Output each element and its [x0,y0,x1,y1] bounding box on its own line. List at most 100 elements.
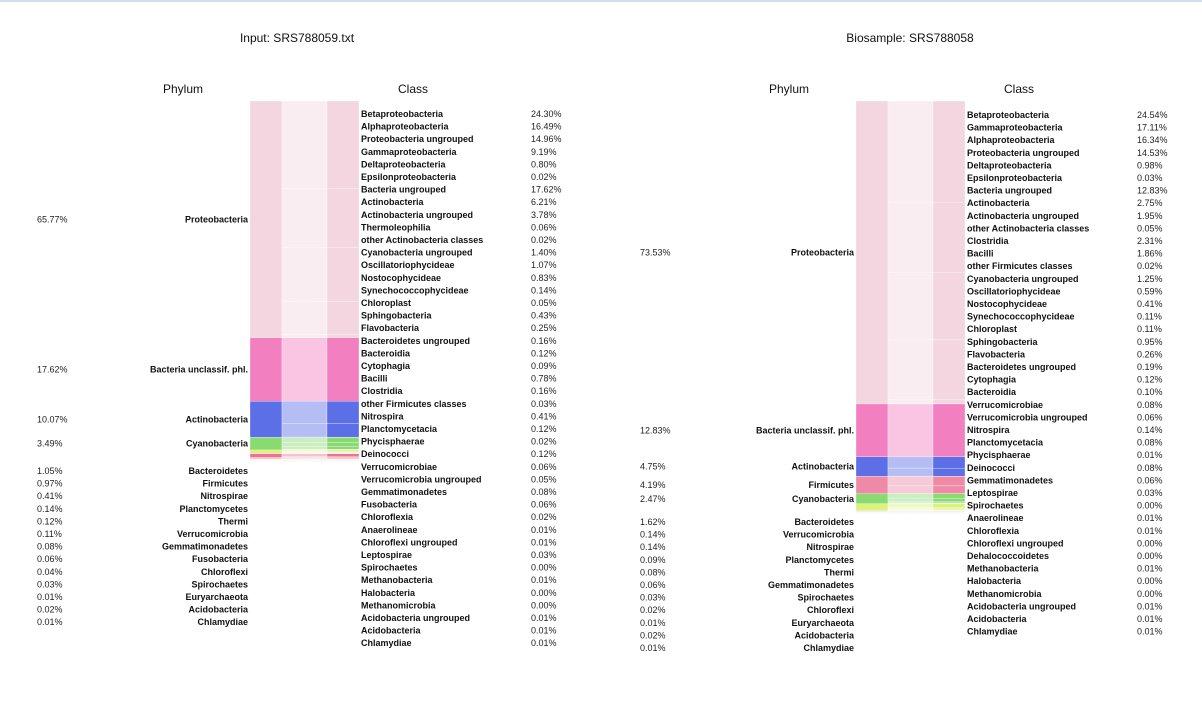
class-label-20: Cytophagia [361,361,411,371]
class-label-29: Gemmatimonadetes [967,475,1053,485]
class-label-32: Anaerolineae [967,513,1024,523]
phylum-pct-15: 0.02% [37,605,63,615]
class-label-15: Chloroplast [361,298,411,308]
phylum-pct-8: 0.12% [37,516,63,526]
class-pct-26: 0.08% [1137,438,1163,448]
class-pct-10: 2.31% [1137,236,1163,246]
flow-band-11 [281,437,328,443]
class-pct-6: 12.83% [1137,186,1168,196]
class-pct-15: 0.05% [531,298,557,308]
class-pct-17: 0.11% [1137,324,1162,334]
class-label-28: Deinococci [967,463,1015,473]
flow-band-2 [281,247,328,302]
flow-band-18 [887,503,934,508]
phylum-pct-12: 0.02% [640,605,666,615]
phylum-label-7: Planctomycetes [179,504,248,514]
flow-band-24 [281,457,328,459]
flow-band-19 [887,507,934,509]
flow-band-1 [281,188,328,248]
class-pct-27: 0.12% [531,449,557,459]
phylum-pct-6: 0.14% [640,530,666,540]
class-bar-1 [326,188,360,248]
phylum-label-9: Thermi [824,567,854,577]
flow-band-7 [887,456,934,469]
phylum-pct-11: 0.06% [37,554,63,564]
flow-band-4 [281,334,328,338]
phylum-bar-2 [855,456,889,477]
class-pct-25: 0.14% [1137,425,1163,435]
phylum-label-8: Planctomycetes [785,555,854,565]
phylum-pct-2: 10.07% [37,414,68,424]
class-pct-14: 0.14% [531,285,557,295]
class-label-15: Nostocophycideae [967,299,1047,309]
phylum-bar-4 [855,493,889,505]
phylum-bar-0 [249,100,283,338]
class-bar-16 [326,449,360,452]
phylum-bar-1 [249,337,283,402]
class-pct-2: 16.34% [1137,135,1168,145]
phylum-label-9: Verrucomicrobia [177,529,249,539]
phylum-bar-1 [855,403,889,457]
class-pct-14: 0.59% [1137,286,1163,296]
class-label-40: Acidobacteria ungrouped [361,613,470,623]
class-label-21: Bacilli [361,374,388,384]
phylum-pct-9: 0.11% [37,529,62,539]
class-pct-4: 0.80% [531,159,557,169]
phylum-label-12: Chloroflexi [807,605,854,615]
class-pct-20: 0.19% [1137,362,1163,372]
class-column-header: Class [1004,82,1034,96]
class-pct-31: 0.06% [531,500,557,510]
flow-band-0 [887,100,934,203]
class-pct-3: 9.19% [531,147,557,157]
phylum-label-6: Nitrospirae [200,491,248,501]
class-label-39: Acidobacteria ungrouped [967,601,1076,611]
flow-band-14 [887,498,934,502]
phylum-label-0: Proteobacteria [791,247,855,257]
phylum-pct-11: 0.03% [640,593,666,603]
phylum-label-3: Firmicutes [808,480,854,490]
class-bar-11 [932,485,966,494]
class-label-0: Betaproteobacteria [967,110,1050,120]
class-pct-38: 0.00% [531,588,557,598]
class-pct-6: 17.62% [531,185,562,195]
class-label-7: Actinobacteria [361,197,425,207]
class-pct-8: 1.95% [1137,211,1163,221]
class-label-40: Acidobacteria [967,614,1028,624]
class-pct-12: 1.07% [531,260,557,270]
class-pct-21: 0.12% [1137,375,1163,385]
phylum-pct-2: 4.75% [640,462,666,472]
phylum-pct-10: 0.06% [640,580,666,590]
phylum-pct-1: 12.83% [640,425,671,435]
class-pct-9: 0.05% [1137,223,1163,233]
class-label-27: Deinococci [361,449,409,459]
class-pct-16: 0.11% [1137,312,1162,322]
phylum-bar-6 [249,457,283,459]
flow-band-1 [887,201,934,273]
flow-band-2 [887,272,934,341]
class-bar-2 [932,272,966,341]
flow-band-13 [887,493,934,499]
class-label-20: Bacteroidetes ungrouped [967,362,1076,372]
class-bar-8 [932,468,966,477]
class-bar-18 [932,503,966,508]
class-label-17: Flavobacteria [361,323,420,333]
phylum-label-3: Cyanobacteria [186,439,249,449]
class-label-38: Methanomicrobia [967,589,1043,599]
class-label-3: Gammaproteobacteria [361,147,458,157]
phylum-pct-15: 0.01% [640,643,666,653]
class-label-16: Synechococcophycideae [967,312,1075,322]
class-pct-18: 0.16% [531,336,557,346]
class-label-1: Alphaproteobacteria [361,122,450,132]
class-pct-36: 0.01% [1137,564,1163,574]
phylum-bar-0 [855,100,889,405]
class-bar-13 [326,446,360,450]
class-label-18: Bacteroidetes ungrouped [361,336,470,346]
class-pct-20: 0.09% [531,361,557,371]
class-pct-41: 0.01% [531,626,557,636]
class-label-22: Clostridia [361,386,404,396]
class-pct-34: 0.01% [531,537,557,547]
class-pct-0: 24.30% [531,109,562,119]
class-bar-11 [326,437,360,443]
phylum-pct-10: 0.08% [37,542,63,552]
class-label-4: Deltaproteobacteria [967,160,1053,170]
